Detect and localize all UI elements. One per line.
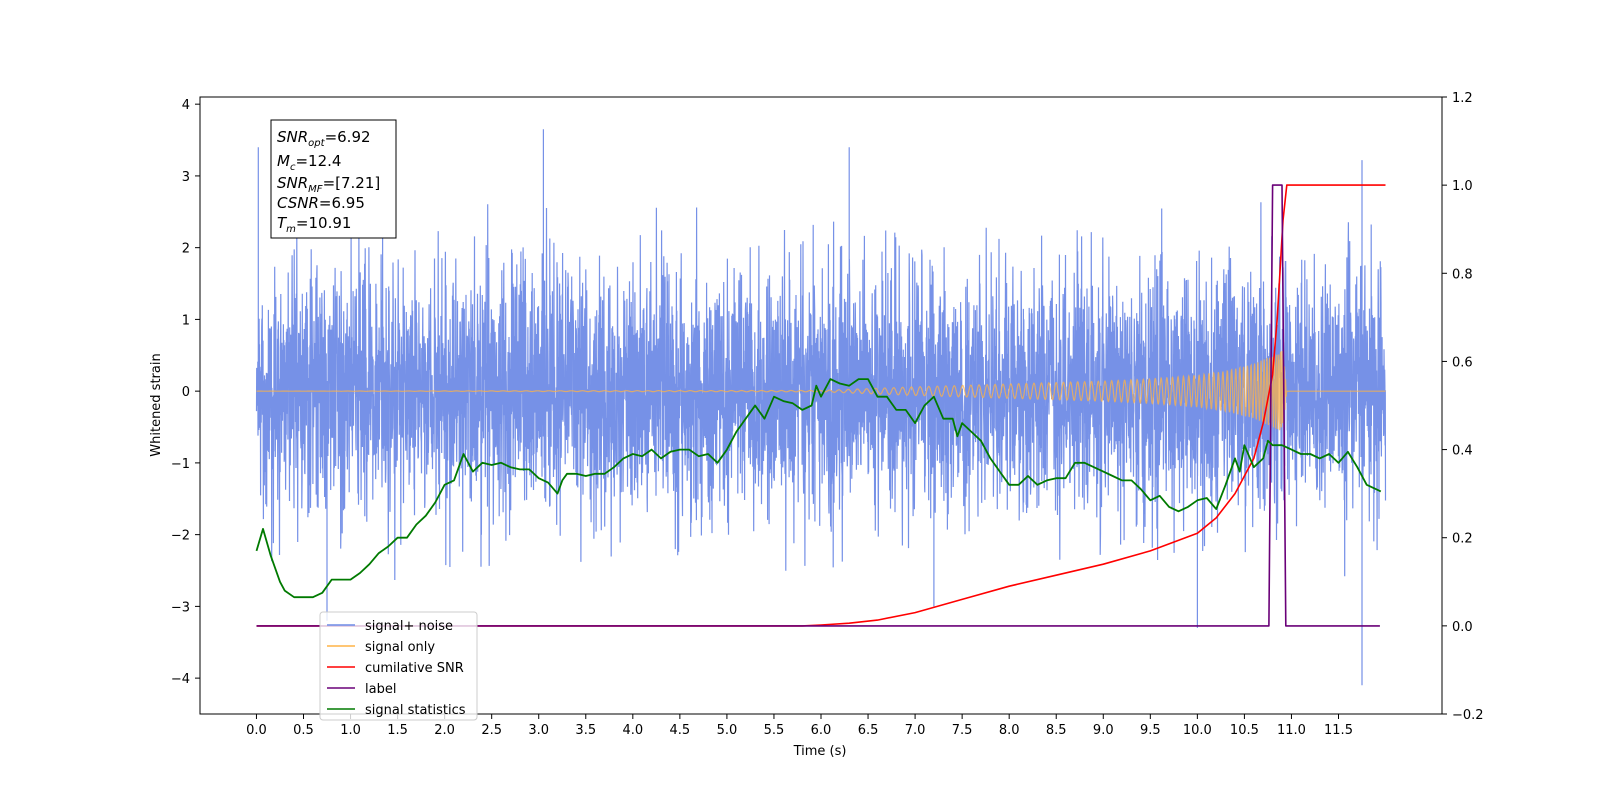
y2-tick-label: 0.8 — [1452, 267, 1473, 282]
x-tick-label: 2.0 — [434, 723, 455, 738]
signal-only-line — [256, 350, 1386, 431]
y-axis-label: Whitened strain — [149, 353, 164, 456]
y2-tick-label: −0.2 — [1452, 708, 1484, 723]
x-axis-ticks: 0.0 0.5 1.0 1.5 2.0 2.5 3.0 3.5 4.0 4.5 5.0 5.5 6.0 6… — [246, 714, 1353, 738]
label-line — [256, 184, 1380, 627]
y2-tick-label: 0.0 — [1452, 620, 1473, 635]
y2-tick-label: 0.6 — [1452, 355, 1473, 370]
signal-only-series — [256, 350, 1386, 431]
x-tick-label: 5.5 — [764, 723, 785, 738]
y2-axis-ticks: 1.2 1.0 0.8 0.6 0.4 0.2 0.0 −0.2 — [1442, 91, 1484, 723]
x-tick-label: 9.0 — [1093, 723, 1114, 738]
legend-label-label: label — [365, 682, 396, 697]
y-tick-label: 0 — [182, 385, 190, 400]
x-tick-label: 1.5 — [387, 723, 408, 738]
x-tick-label: 4.0 — [622, 723, 643, 738]
legend-entry-signal-noise: signal+ noise — [327, 619, 453, 634]
x-tick-label: 11.0 — [1277, 723, 1306, 738]
legend-label-cumulative-snr: cumilative SNR — [365, 661, 464, 676]
cumulative-snr-series — [256, 184, 1386, 627]
legend-label-signal-only: signal only — [365, 640, 435, 655]
y2-tick-label: 1.2 — [1452, 91, 1473, 106]
legend-label-signal-statistics: signal statistics — [365, 703, 466, 718]
y-tick-label: 3 — [182, 170, 190, 185]
x-tick-label: 8.0 — [999, 723, 1020, 738]
x-tick-label: 3.5 — [575, 723, 596, 738]
info-snr-opt: SNRopt=6.92 — [277, 128, 371, 149]
legend-entry-label: label — [327, 682, 396, 697]
y-tick-label: 1 — [182, 313, 190, 328]
x-tick-label: 11.5 — [1324, 723, 1353, 738]
info-box-frame — [270, 119, 397, 239]
x-tick-label: 6.5 — [858, 723, 879, 738]
y2-tick-label: 0.4 — [1452, 444, 1473, 459]
x-tick-label: 2.5 — [481, 723, 502, 738]
legend-entry-cumulative-snr: cumilative SNR — [327, 661, 464, 676]
legend-label-signal-noise: signal+ noise — [365, 619, 453, 634]
y-tick-label: 4 — [182, 98, 190, 113]
x-tick-label: 10.5 — [1230, 723, 1259, 738]
x-tick-label: 4.5 — [670, 723, 691, 738]
signal-statistics-line — [255, 378, 1382, 599]
signal-statistics-series — [255, 378, 1382, 599]
y-tick-label: −3 — [171, 600, 190, 615]
legend-frame — [319, 611, 478, 721]
cumulative-snr-line — [256, 184, 1386, 627]
y-tick-label: −4 — [171, 672, 190, 687]
x-tick-label: 1.0 — [340, 723, 361, 738]
x-tick-label: 8.5 — [1046, 723, 1067, 738]
x-tick-label: 3.0 — [528, 723, 549, 738]
x-tick-label: 5.0 — [717, 723, 738, 738]
x-tick-label: 6.0 — [811, 723, 832, 738]
info-csnr: CSNR=6.95 — [277, 194, 365, 212]
x-tick-label: 7.5 — [952, 723, 973, 738]
signal-noise-line — [255, 129, 1387, 686]
legend-entry-signal-statistics: signal statistics — [327, 703, 466, 718]
y2-tick-label: 1.0 — [1452, 179, 1473, 194]
x-tick-label: 0.5 — [293, 723, 314, 738]
y-axis-ticks: 4 3 2 1 0 −1 −2 −3 −4 — [171, 98, 200, 687]
label-series — [256, 184, 1380, 627]
legend-entry-signal-only: signal only — [327, 640, 435, 655]
x-tick-label: 7.0 — [905, 723, 926, 738]
info-box: SNRopt=6.92 Mc=12.4 SNRMF=[7.21] CSNR=6.… — [270, 119, 397, 239]
y-tick-label: 2 — [182, 242, 190, 257]
x-tick-label: 0.0 — [246, 723, 267, 738]
y-tick-label: −2 — [171, 529, 190, 544]
y-tick-label: −1 — [171, 457, 190, 472]
x-tick-label: 10.0 — [1183, 723, 1212, 738]
legend: signal+ noise signal only cumilative SNR… — [319, 611, 478, 721]
x-axis-label: Time (s) — [793, 744, 847, 759]
y2-tick-label: 0.2 — [1452, 532, 1473, 547]
info-tm: Tm=10.91 — [277, 214, 351, 235]
info-snr-mf: SNRMF=[7.21] — [277, 174, 380, 195]
x-tick-label: 9.5 — [1140, 723, 1161, 738]
info-mc: Mc=12.4 — [277, 152, 341, 173]
signal-noise-series — [255, 129, 1387, 686]
